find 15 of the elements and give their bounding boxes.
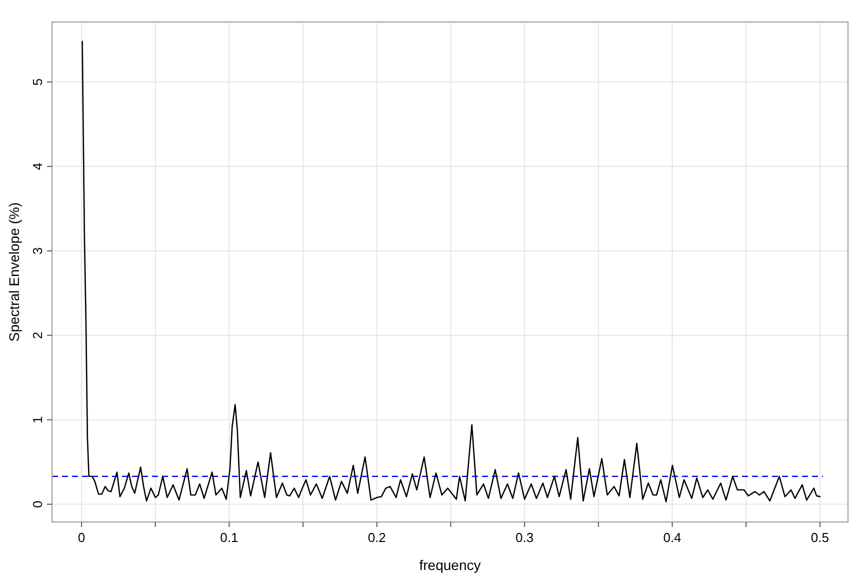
x-tick-label: 0	[78, 530, 86, 545]
y-tick-label: 4	[30, 162, 45, 170]
line-series	[82, 40, 821, 502]
x-tick-label: 0.4	[663, 530, 682, 545]
y-tick-label: 0	[30, 500, 45, 508]
y-tick-label: 3	[30, 247, 45, 254]
x-tick-label: 0.3	[516, 530, 534, 545]
y-axis-title: Spectral Envelope (%)	[6, 202, 22, 342]
x-tick-label: 0.2	[368, 530, 386, 545]
y-tick-label: 1	[30, 416, 45, 424]
x-tick-label: 0.5	[810, 530, 829, 545]
y-tick-label: 2	[30, 332, 45, 339]
x-axis-title: frequency	[419, 557, 481, 573]
x-tick-label: 0.1	[220, 530, 238, 545]
y-tick-label: 5	[30, 78, 45, 86]
